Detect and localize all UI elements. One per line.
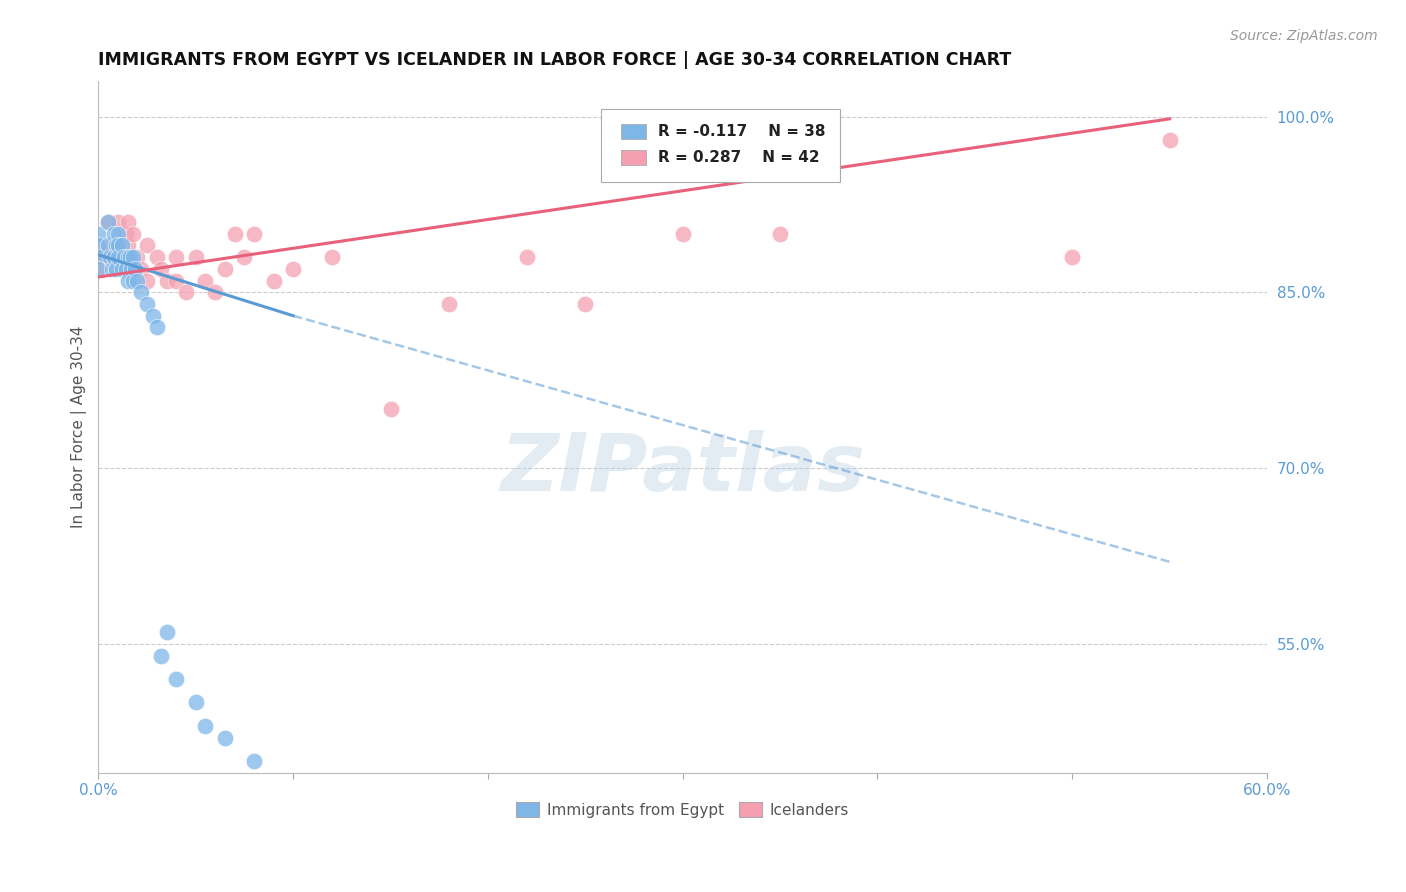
Point	[117, 274, 139, 288]
Point	[87, 238, 110, 252]
Point	[149, 261, 172, 276]
Point	[243, 754, 266, 768]
Point	[87, 261, 110, 276]
Text: R = -0.117    N = 38: R = -0.117 N = 38	[658, 124, 825, 138]
Point	[194, 719, 217, 733]
Point	[146, 250, 169, 264]
Point	[121, 261, 143, 276]
Point	[114, 227, 136, 241]
Point	[281, 261, 304, 276]
Point	[155, 274, 177, 288]
FancyBboxPatch shape	[600, 109, 841, 182]
Point	[118, 250, 141, 264]
FancyBboxPatch shape	[621, 123, 647, 139]
FancyBboxPatch shape	[621, 150, 647, 165]
Point	[97, 215, 120, 229]
Point	[127, 274, 149, 288]
Point	[149, 648, 172, 663]
Point	[117, 250, 139, 264]
Point	[243, 227, 266, 241]
Point	[104, 261, 127, 276]
Point	[103, 250, 125, 264]
Point	[194, 274, 217, 288]
Point	[204, 285, 226, 300]
Point	[174, 285, 197, 300]
Point	[112, 250, 135, 264]
Point	[146, 320, 169, 334]
Point	[107, 215, 129, 229]
Point	[155, 625, 177, 640]
Point	[516, 250, 538, 264]
Point	[321, 250, 343, 264]
Text: ZIPatlas: ZIPatlas	[501, 430, 865, 508]
Point	[165, 250, 187, 264]
Point	[101, 261, 124, 276]
Point	[107, 250, 129, 264]
Point	[107, 227, 129, 241]
Point	[87, 250, 110, 264]
Point	[111, 261, 134, 276]
Point	[1062, 250, 1084, 264]
Point	[117, 215, 139, 229]
Point	[184, 250, 207, 264]
Point	[87, 238, 110, 252]
Point	[98, 250, 121, 264]
Legend: Immigrants from Egypt, Icelanders: Immigrants from Egypt, Icelanders	[510, 796, 855, 824]
Point	[1159, 133, 1181, 147]
Point	[117, 238, 139, 252]
Point	[87, 250, 110, 264]
Point	[87, 227, 110, 241]
Point	[142, 309, 165, 323]
Point	[104, 238, 127, 252]
Point	[129, 285, 152, 300]
Point	[107, 238, 129, 252]
Point	[97, 238, 120, 252]
Point	[184, 695, 207, 709]
Point	[87, 261, 110, 276]
Point	[111, 238, 134, 252]
Point	[111, 250, 134, 264]
Y-axis label: In Labor Force | Age 30-34: In Labor Force | Age 30-34	[72, 326, 87, 528]
Point	[136, 274, 159, 288]
Point	[122, 227, 145, 241]
Point	[380, 402, 402, 417]
Point	[103, 227, 125, 241]
Point	[233, 250, 256, 264]
Point	[165, 672, 187, 686]
Point	[101, 238, 124, 252]
Point	[769, 227, 792, 241]
Point	[129, 261, 152, 276]
Point	[114, 261, 136, 276]
Text: R = 0.287    N = 42: R = 0.287 N = 42	[658, 150, 820, 165]
Point	[136, 297, 159, 311]
Point	[165, 274, 187, 288]
Point	[122, 250, 145, 264]
Point	[103, 250, 125, 264]
Point	[224, 227, 246, 241]
Point	[97, 215, 120, 229]
Point	[107, 238, 129, 252]
Point	[124, 261, 146, 276]
Point	[437, 297, 460, 311]
Text: IMMIGRANTS FROM EGYPT VS ICELANDER IN LABOR FORCE | AGE 30-34 CORRELATION CHART: IMMIGRANTS FROM EGYPT VS ICELANDER IN LA…	[98, 51, 1011, 69]
Point	[672, 227, 695, 241]
Point	[214, 261, 236, 276]
Point	[127, 250, 149, 264]
Text: Source: ZipAtlas.com: Source: ZipAtlas.com	[1230, 29, 1378, 43]
Point	[136, 238, 159, 252]
Point	[214, 731, 236, 745]
Point	[574, 297, 596, 311]
Point	[122, 274, 145, 288]
Point	[263, 274, 285, 288]
Point	[97, 250, 120, 264]
